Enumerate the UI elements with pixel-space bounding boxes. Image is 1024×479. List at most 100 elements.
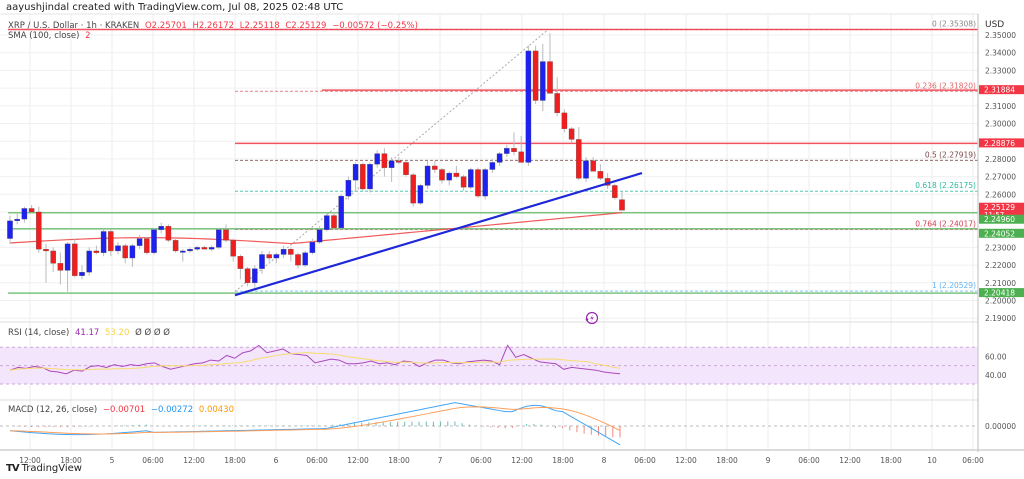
- svg-text:0.236 (2.31820): 0.236 (2.31820): [915, 81, 976, 90]
- candle: [144, 238, 150, 253]
- svg-text:0.5 (2.27919): 0.5 (2.27919): [925, 150, 976, 159]
- candle: [266, 254, 272, 259]
- macd-pane: [0, 402, 978, 446]
- sma-value: 2: [85, 31, 91, 41]
- candle: [316, 229, 323, 243]
- candle: [93, 250, 100, 253]
- svg-text:0.764 (2.24017): 0.764 (2.24017): [915, 219, 976, 228]
- svg-text:2.28876: 2.28876: [984, 139, 1015, 148]
- candle: [100, 231, 107, 253]
- sma-label: SMA (100, close): [8, 31, 80, 41]
- candle: [244, 268, 251, 283]
- sma-legend[interactable]: SMA (100, close) 2: [8, 31, 94, 41]
- candle: [396, 160, 402, 163]
- svg-text:18:00: 18:00: [552, 456, 574, 465]
- svg-text:12:00: 12:00: [839, 456, 861, 465]
- lightning-icon[interactable]: [585, 311, 599, 325]
- symbol-legend[interactable]: XRP / U.S. Dollar · 1h · KRAKEN O2.25701…: [8, 21, 421, 31]
- svg-text:2.20000: 2.20000: [985, 297, 1016, 306]
- candle: [79, 272, 85, 276]
- candle: [468, 169, 474, 188]
- rsi-label: RSI (14, close): [8, 328, 70, 338]
- candle: [216, 229, 222, 248]
- svg-text:5: 5: [110, 456, 115, 465]
- candle: [619, 199, 625, 211]
- candle: [590, 160, 596, 172]
- brand-name: TradingView: [21, 463, 82, 474]
- macd-legend[interactable]: MACD (12, 26, close) −0.00701 −0.00272 0…: [8, 405, 237, 415]
- price-axis: 2.35000 2.34000 2.33000 2.31000 2.30000 2.280…: [0, 14, 1024, 452]
- candle: [374, 153, 380, 165]
- candle: [115, 245, 121, 252]
- open-value: O2.25701: [144, 21, 187, 31]
- svg-text:2.24052: 2.24052: [984, 229, 1015, 238]
- rsi-legend[interactable]: RSI (14, close) 41.17 53.20 Ø Ø Ø Ø: [8, 328, 173, 338]
- candle: [7, 220, 13, 239]
- svg-text:7: 7: [438, 456, 443, 465]
- candle: [417, 185, 424, 204]
- svg-text:6: 6: [274, 456, 279, 465]
- candle: [108, 231, 114, 252]
- candle: [136, 238, 143, 246]
- candle: [237, 256, 244, 269]
- svg-text:12:00: 12:00: [347, 456, 369, 465]
- price-badge: [979, 288, 1024, 298]
- candle: [208, 247, 215, 250]
- svg-text:18:00: 18:00: [60, 456, 82, 465]
- candle: [331, 215, 337, 229]
- candle: [230, 240, 236, 257]
- candle: [388, 160, 395, 168]
- chart-credit: aayushjindal created with TradingView.co…: [6, 2, 344, 13]
- candle: [525, 50, 532, 163]
- svg-text:40.00: 40.00: [985, 371, 1007, 380]
- svg-text:06:00: 06:00: [470, 456, 492, 465]
- candle: [288, 249, 294, 255]
- svg-text:2.27000: 2.27000: [985, 173, 1016, 182]
- svg-text:60.00: 60.00: [985, 352, 1007, 361]
- candle: [367, 164, 373, 190]
- svg-text:2.23000: 2.23000: [985, 243, 1016, 252]
- candle: [360, 164, 366, 190]
- candle: [165, 226, 172, 241]
- candle: [424, 165, 431, 186]
- candle: [302, 252, 308, 266]
- candle: [151, 229, 157, 253]
- candle: [201, 247, 208, 250]
- macd-signal-value: −0.00272: [150, 405, 194, 415]
- svg-text:2.19000: 2.19000: [985, 314, 1016, 323]
- svg-text:06:00: 06:00: [962, 456, 984, 465]
- svg-text:12:00: 12:00: [19, 456, 41, 465]
- svg-text:18:00: 18:00: [224, 456, 246, 465]
- rsi-pane: [0, 344, 978, 385]
- candle: [352, 164, 359, 181]
- candle: [57, 263, 64, 271]
- grid: [0, 13, 978, 450]
- candle: [43, 249, 49, 252]
- candle: [612, 185, 618, 198]
- macd-value: −0.00701: [102, 405, 146, 415]
- svg-text:2.30000: 2.30000: [985, 120, 1016, 129]
- high-value: H2.26172: [192, 21, 235, 31]
- svg-text:2.24960: 2.24960: [984, 215, 1015, 224]
- tradingview-logo[interactable]: 𝗧𝗩 TradingView: [6, 463, 82, 474]
- candle: [432, 165, 438, 170]
- svg-text:2.20418: 2.20418: [984, 289, 1015, 298]
- candle: [583, 160, 589, 179]
- candle: [64, 243, 71, 271]
- candle: [158, 226, 164, 230]
- candle: [324, 215, 330, 230]
- candle: [518, 151, 524, 163]
- candle: [223, 229, 229, 241]
- svg-text:8: 8: [602, 456, 607, 465]
- candle: [540, 61, 546, 101]
- candle: [338, 195, 344, 229]
- candle: [439, 169, 445, 181]
- candle: [532, 50, 539, 101]
- rsi-extras: Ø Ø Ø Ø: [135, 328, 170, 338]
- low-value: L2.25118: [239, 21, 280, 31]
- candle: [496, 153, 503, 163]
- candle: [504, 148, 510, 154]
- svg-text:06:00: 06:00: [142, 456, 164, 465]
- candle: [14, 218, 20, 222]
